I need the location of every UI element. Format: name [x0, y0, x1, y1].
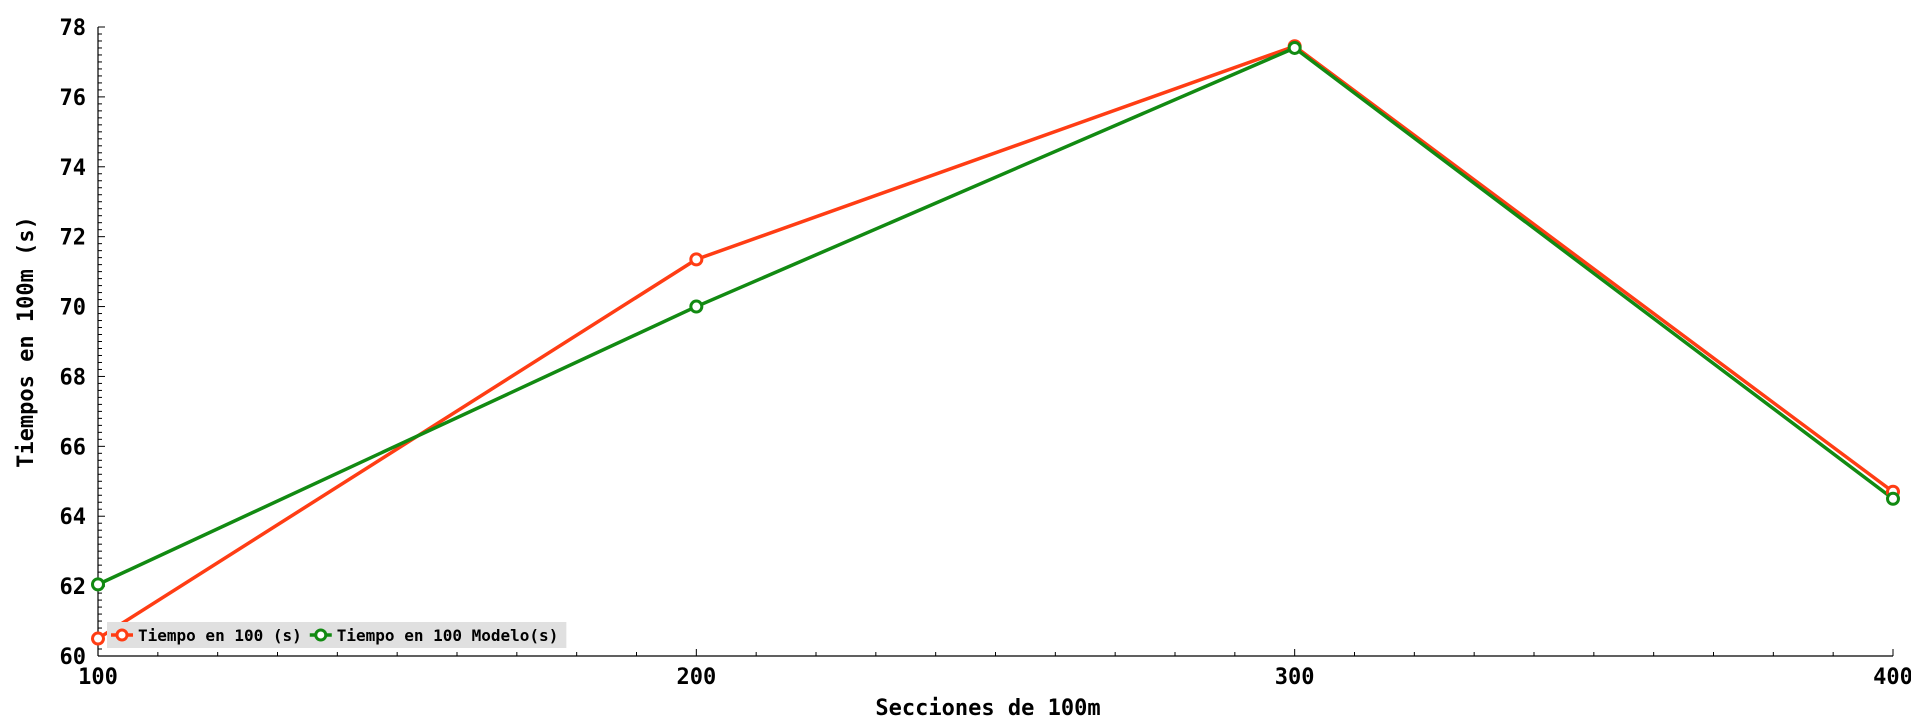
- y-tick-label: 74: [60, 156, 87, 181]
- series-line-2: [97, 46, 1895, 586]
- series-1-point: [689, 252, 704, 267]
- y-tick-label: 78: [60, 16, 87, 41]
- legend-label-2: Tiempo en 100 Modelo(s): [337, 626, 559, 645]
- legend-swatch-marker-1: [115, 628, 129, 642]
- x-tick-label: 200: [676, 665, 716, 690]
- x-axis-title: Secciones de 100m: [875, 696, 1100, 721]
- legend-swatch-marker-2: [314, 628, 328, 642]
- series-1-point: [91, 631, 105, 646]
- x-tick-label: 400: [1873, 665, 1911, 690]
- y-tick-label: 70: [60, 296, 87, 321]
- y-tick-label: 60: [60, 645, 87, 670]
- series-2-point: [689, 299, 704, 314]
- x-tick-label: 300: [1275, 665, 1315, 690]
- y-tick-label: 62: [60, 575, 87, 600]
- y-tick-label: 64: [60, 505, 87, 530]
- series-2-point: [1287, 40, 1302, 55]
- legend: Tiempo en 100 (s) Tiempo en 100 Modelo(s): [107, 622, 567, 648]
- axes: 60 62 64 66 68 70 72 74 76 78 100 200 300 400: [60, 16, 1911, 690]
- series-2-point: [1886, 491, 1900, 506]
- x-tick-label: 100: [78, 665, 118, 690]
- series-layer: [91, 39, 1900, 646]
- y-tick-label: 68: [60, 365, 87, 390]
- legend-label-1: Tiempo en 100 (s): [138, 626, 302, 645]
- series-2-point: [91, 577, 105, 592]
- y-tick-label: 76: [60, 86, 87, 111]
- y-axis-title: Tiempos en 100m (s): [14, 216, 39, 468]
- series-line-1: [97, 44, 1895, 641]
- y-tick-label: 66: [60, 435, 87, 460]
- legend-background: [107, 622, 567, 648]
- y-tick-label: 72: [60, 226, 87, 251]
